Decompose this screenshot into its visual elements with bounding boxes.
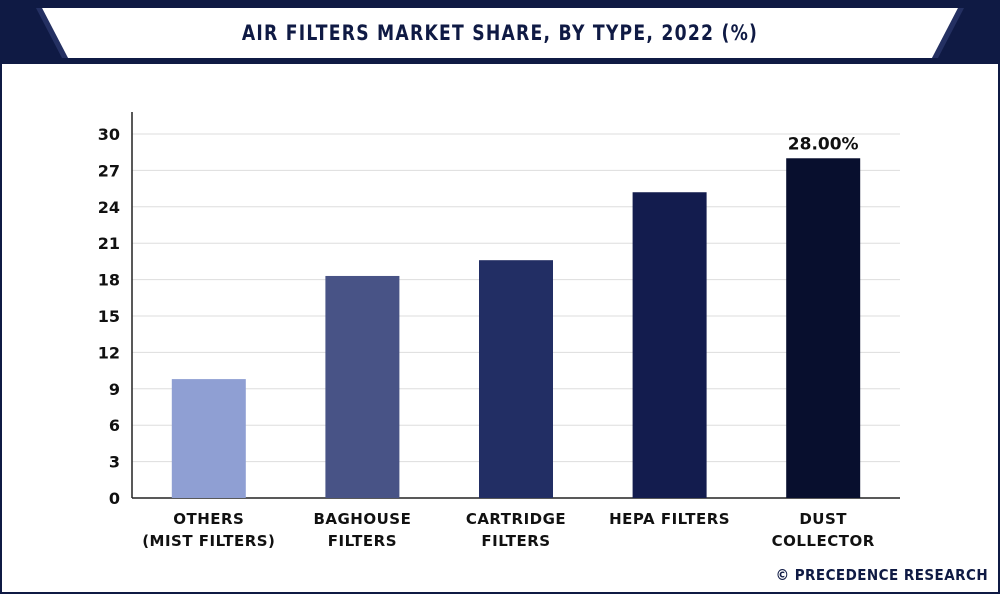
bar (632, 192, 707, 499)
title-banner-edge-left (36, 8, 68, 58)
y-tick-label: 12 (98, 343, 120, 362)
x-tick-label: BAGHOUSE (313, 510, 411, 528)
y-tick-label: 6 (109, 416, 120, 435)
y-tick-label: 24 (98, 198, 120, 217)
x-tick-label: (MIST FILTERS) (142, 532, 275, 550)
y-tick-label: 18 (98, 271, 120, 290)
x-tick-label: DUST (799, 510, 847, 528)
y-tick-label: 0 (109, 489, 120, 508)
y-tick-label: 15 (98, 307, 120, 326)
x-tick-label: CARTRIDGE (466, 510, 566, 528)
bar (171, 379, 246, 498)
y-tick-label: 9 (109, 380, 120, 399)
data-label: 28.00% (788, 134, 859, 154)
credit-text: © PRECEDENCE RESEARCH (775, 566, 988, 584)
title-banner (36, 8, 964, 58)
y-tick-label: 30 (98, 125, 120, 144)
y-tick-label: 21 (98, 234, 120, 253)
y-tick-label: 3 (109, 453, 120, 472)
title-banner-edge-right (932, 8, 964, 58)
x-tick-label: COLLECTOR (772, 532, 875, 550)
x-tick-label: FILTERS (481, 532, 550, 550)
x-tick-label: HEPA FILTERS (609, 510, 730, 528)
bar (786, 158, 861, 498)
chart-title: AIR FILTERS MARKET SHARE, BY TYPE, 2022 … (241, 21, 759, 45)
bar (325, 275, 400, 498)
x-tick-label: FILTERS (328, 532, 397, 550)
x-tick-label: OTHERS (173, 510, 244, 528)
y-tick-label: 27 (98, 161, 120, 180)
bar (479, 260, 553, 498)
title-banner-shape (42, 8, 958, 58)
